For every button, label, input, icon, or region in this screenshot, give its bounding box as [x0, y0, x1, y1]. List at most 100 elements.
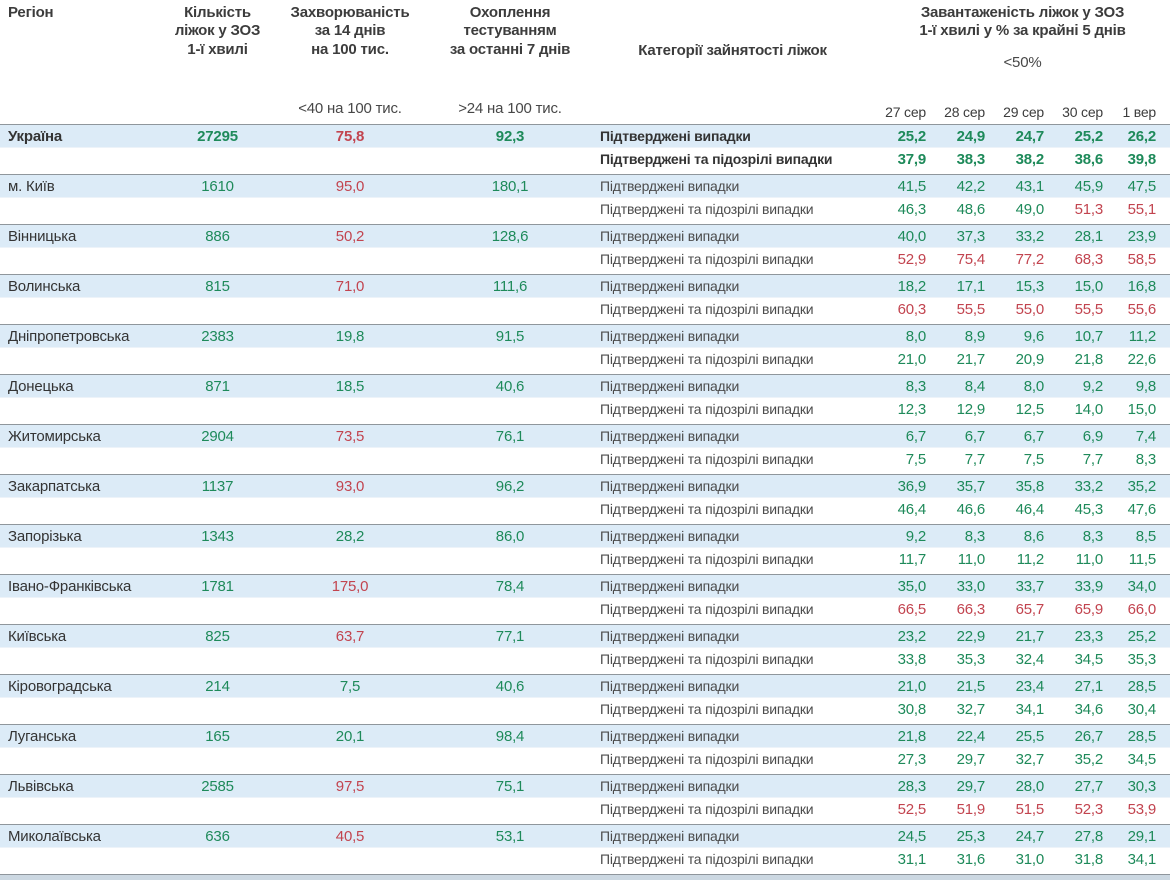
load-value: 35,8: [1015, 477, 1045, 495]
load-value: 33,8: [897, 650, 927, 668]
category-label: Підтверджені та підозрілі випадки: [600, 201, 814, 217]
table-row: Підтверджені та підозрілі випадки 46,3 48,…: [0, 198, 1170, 220]
incidence-value: 40,5: [335, 827, 365, 845]
load-value: 51,9: [956, 800, 986, 818]
load-value: 35,2: [1074, 750, 1104, 768]
load-value: 7,5: [905, 450, 926, 468]
load-value: 7,7: [964, 450, 985, 468]
date-header-row: 27 сер 28 сер 29 сер 30 сер 1 вер: [875, 104, 1170, 121]
load-value: 29,7: [956, 777, 986, 795]
load-value: 47,5: [1127, 177, 1157, 195]
load-value: 30,4: [1127, 700, 1157, 718]
beds-value: 27295: [197, 127, 238, 145]
load-value: 15,0: [1074, 277, 1104, 295]
load-value: 23,3: [1074, 627, 1104, 645]
table-row: Донецька 871 18,5 40,6 Підтверджені випадки 8…: [0, 375, 1170, 398]
incidence-value: 7,5: [339, 677, 361, 695]
load-value: 38,3: [956, 150, 986, 168]
load-value: 6,7: [1023, 427, 1044, 445]
load-value: 33,7: [1015, 577, 1045, 595]
table-row: Запорізька 1343 28,2 86,0 Підтверджені випад…: [0, 525, 1170, 548]
load-value: 9,6: [1023, 327, 1044, 345]
category-label: Підтверджені та підозрілі випадки: [600, 401, 814, 417]
testing-value: 91,5: [495, 327, 525, 345]
region-name: Київська: [8, 627, 67, 645]
region-name: м. Київ: [8, 177, 55, 195]
load-value: 28,5: [1127, 727, 1157, 745]
incidence-value: 19,8: [335, 327, 365, 345]
load-value: 55,6: [1127, 300, 1157, 318]
testing-value: 40,6: [495, 377, 525, 395]
region-name: Львівська: [8, 777, 74, 795]
load-value: 32,7: [1015, 750, 1045, 768]
column-header-region: Регіон: [0, 0, 165, 124]
load-value: 49,0: [1015, 200, 1045, 218]
incidence-header-line: за 14 днів: [314, 22, 386, 40]
beds-value: 2904: [201, 427, 234, 445]
region-block: Житомирська 2904 73,5 76,1 Підтверджені випа…: [0, 424, 1170, 470]
load-value: 9,8: [1135, 377, 1156, 395]
load-header-line: 1-ї хвилі у % за крайні 5 днів: [919, 22, 1126, 40]
table-row: Вінницька 886 50,2 128,6 Підтверджені випадк…: [0, 225, 1170, 248]
load-value: 32,7: [956, 700, 986, 718]
incidence-value: 95,0: [335, 177, 365, 195]
category-label: Підтверджені випадки: [600, 478, 740, 494]
load-value: 39,8: [1127, 150, 1157, 168]
load-value: 34,1: [1015, 700, 1045, 718]
region-block: Вінницька 886 50,2 128,6 Підтверджені випадк…: [0, 224, 1170, 270]
load-value: 9,2: [905, 527, 926, 545]
date-header: 30 сер: [1062, 103, 1103, 120]
load-value: 8,3: [964, 527, 985, 545]
category-label: Підтверджені випадки: [600, 128, 751, 144]
incidence-threshold: <40 на 100 тис.: [298, 99, 402, 117]
load-value: 23,2: [897, 627, 927, 645]
table-row: Підтверджені та підозрілі випадки 66,5 66,…: [0, 598, 1170, 620]
incidence-value: 93,0: [335, 477, 365, 495]
region-name: Житомирська: [8, 427, 101, 445]
load-value: 24,7: [1015, 127, 1045, 145]
region-block: Волинська 815 71,0 111,6 Підтверджені випадк…: [0, 274, 1170, 320]
load-value: 40,0: [897, 227, 927, 245]
beds-header-line: Кількість: [184, 4, 251, 21]
load-value: 46,3: [897, 200, 927, 218]
load-value: 41,5: [897, 177, 927, 195]
region-name: Закарпатська: [8, 477, 100, 495]
load-value: 48,6: [956, 200, 986, 218]
load-value: 65,9: [1074, 600, 1104, 618]
load-value: 35,7: [956, 477, 986, 495]
testing-header-line: тестуванням: [463, 22, 557, 40]
region-name: Луганська: [8, 727, 77, 745]
load-value: 53,9: [1127, 800, 1157, 818]
load-value: 42,2: [956, 177, 986, 195]
load-value: 6,9: [1082, 427, 1103, 445]
table-header: Регіон Кількість ліжок у ЗОЗ 1-ї хвилі З…: [0, 0, 1170, 124]
load-value: 12,3: [897, 400, 927, 418]
region-block: Донецька 871 18,5 40,6 Підтверджені випадки 8…: [0, 374, 1170, 420]
region-block: Івано-Франківська 1781 175,0 78,4 Підтвердже…: [0, 574, 1170, 620]
load-value: 25,2: [1127, 627, 1157, 645]
load-value: 34,1: [1127, 850, 1157, 868]
table-row: Житомирська 2904 73,5 76,1 Підтверджені випа…: [0, 425, 1170, 448]
load-value: 66,3: [956, 600, 986, 618]
table-body: Україна 27295 75,8 92,3 Підтверджені випадки…: [0, 124, 1170, 870]
table-row: Підтверджені та підозрілі випадки 31,1 31,…: [0, 848, 1170, 870]
load-value: 51,5: [1015, 800, 1045, 818]
load-value: 37,9: [897, 150, 927, 168]
date-header: 29 сер: [1003, 103, 1044, 120]
load-value: 27,8: [1074, 827, 1104, 845]
load-value: 6,7: [905, 427, 926, 445]
category-label: Підтверджені випадки: [600, 628, 740, 644]
load-value: 46,6: [956, 500, 986, 518]
load-value: 55,0: [1015, 300, 1045, 318]
category-label: Підтверджені та підозрілі випадки: [600, 851, 814, 867]
load-value: 21,7: [1015, 627, 1045, 645]
load-value: 47,6: [1127, 500, 1157, 518]
load-value: 52,9: [897, 250, 927, 268]
load-value: 15,3: [1015, 277, 1045, 295]
beds-value: 825: [205, 627, 230, 645]
load-value: 8,3: [905, 377, 926, 395]
load-value: 66,5: [897, 600, 927, 618]
load-value: 31,6: [956, 850, 986, 868]
load-value: 58,5: [1127, 250, 1157, 268]
load-value: 33,0: [956, 577, 986, 595]
